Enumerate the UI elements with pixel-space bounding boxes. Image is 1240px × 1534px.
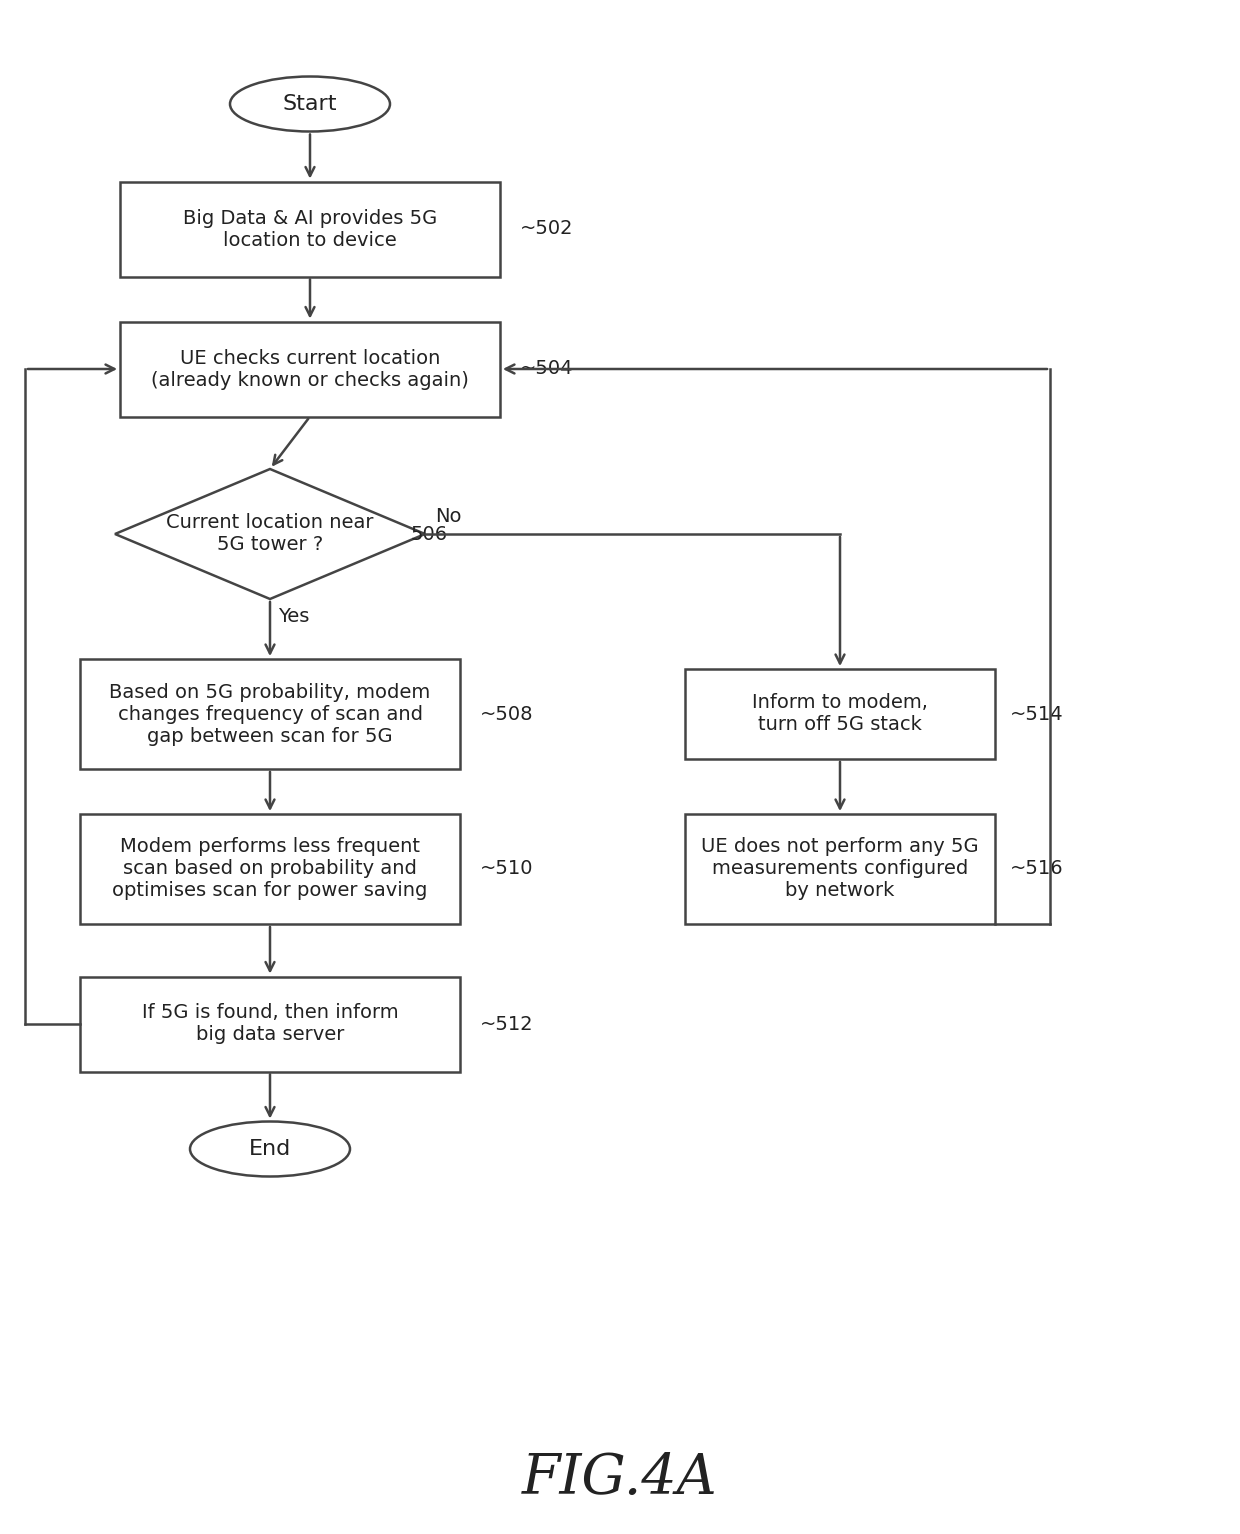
Text: Based on 5G probability, modem
changes frequency of scan and
gap between scan fo: Based on 5G probability, modem changes f… [109,683,430,746]
Text: ~512: ~512 [480,1014,533,1034]
Text: UE does not perform any 5G
measurements configured
by network: UE does not perform any 5G measurements … [701,838,978,900]
Text: ~514: ~514 [1011,704,1064,724]
Text: ~502: ~502 [520,219,573,238]
Text: Current location near
5G tower ?: Current location near 5G tower ? [166,514,373,554]
Text: Yes: Yes [278,607,309,626]
Text: End: End [249,1140,291,1160]
Text: 506: 506 [410,525,448,543]
Text: ~504: ~504 [520,359,573,379]
FancyBboxPatch shape [120,322,500,417]
Text: No: No [435,508,461,526]
Text: Inform to modem,
turn off 5G stack: Inform to modem, turn off 5G stack [753,693,928,735]
Text: FIG.4A: FIG.4A [522,1451,718,1506]
Text: If 5G is found, then inform
big data server: If 5G is found, then inform big data ser… [141,1003,398,1045]
FancyBboxPatch shape [81,815,460,923]
FancyBboxPatch shape [81,660,460,769]
Ellipse shape [190,1121,350,1177]
Text: UE checks current location
(already known or checks again): UE checks current location (already know… [151,348,469,390]
FancyBboxPatch shape [120,181,500,276]
Polygon shape [115,469,425,598]
Text: Modem performs less frequent
scan based on probability and
optimises scan for po: Modem performs less frequent scan based … [113,838,428,900]
Text: Big Data & AI provides 5G
location to device: Big Data & AI provides 5G location to de… [182,209,438,250]
FancyBboxPatch shape [684,815,994,923]
Text: ~510: ~510 [480,859,533,879]
Text: Start: Start [283,94,337,114]
FancyBboxPatch shape [684,669,994,759]
Text: ~516: ~516 [1011,859,1064,879]
Text: ~508: ~508 [480,704,533,724]
Ellipse shape [229,77,391,132]
FancyBboxPatch shape [81,977,460,1072]
